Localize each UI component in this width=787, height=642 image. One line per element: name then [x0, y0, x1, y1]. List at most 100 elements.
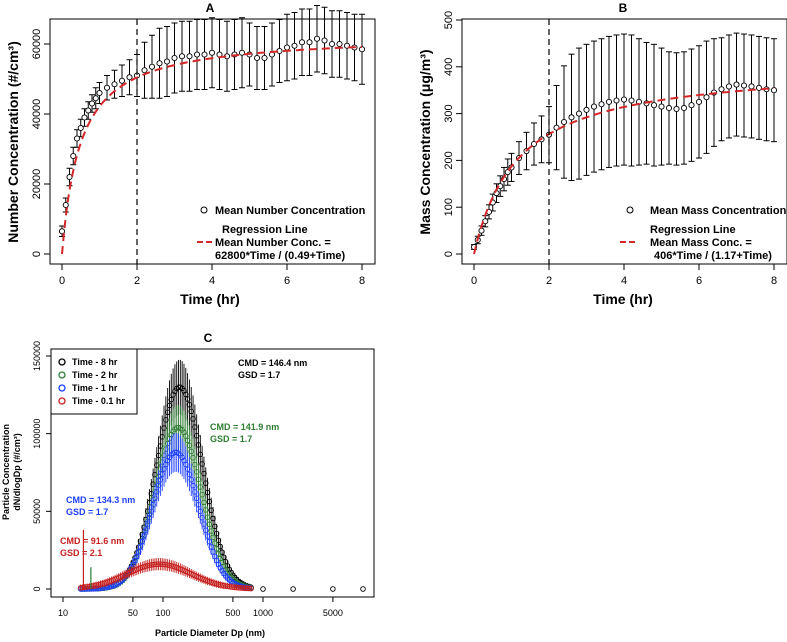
c-point — [237, 585, 243, 591]
c-point — [186, 471, 193, 477]
a-point — [201, 51, 208, 58]
c-point — [161, 466, 167, 472]
c-point — [193, 469, 200, 475]
c-point — [197, 451, 204, 458]
c-point — [161, 425, 167, 431]
panel-b-legend-line-2: 406*Time / (1.17+Time) — [654, 250, 772, 262]
panel-b-legend-line-1: Mean Mass Conc. = — [650, 237, 752, 249]
c-point — [233, 584, 240, 591]
b-point — [688, 102, 695, 109]
c-point — [210, 515, 216, 522]
c-point — [166, 402, 173, 409]
c-point — [208, 544, 214, 550]
a-point — [88, 100, 96, 107]
c-point — [168, 396, 175, 403]
a-ytick-label-3: 60000 — [31, 29, 43, 60]
b-point — [658, 103, 665, 110]
c-point — [206, 538, 213, 545]
c-point — [213, 546, 220, 552]
annot-8hr-gsd: GSD = 1.7 — [238, 370, 280, 380]
panel-b-xlabel: Time (hr) — [593, 291, 653, 307]
c-point — [212, 540, 218, 547]
b-ytick-label-1: 100 — [443, 198, 455, 216]
a-point — [313, 35, 321, 42]
c-ytick-label-3: 150000 — [32, 341, 42, 371]
c-point — [183, 433, 189, 439]
legend-1hr: Time - 1 hr — [72, 383, 118, 393]
annot-2hr-gsd: GSD = 1.7 — [210, 434, 252, 444]
legend-icon-8hr — [58, 358, 66, 366]
c-point — [197, 508, 204, 515]
panel-a: A Time (hr) Number Concentration (#/cm³)… — [5, 1, 376, 307]
c-ytick-label-0: 0 — [32, 586, 42, 591]
b-point — [575, 110, 583, 117]
c-point — [204, 533, 211, 539]
a-point — [141, 67, 148, 74]
panel-c-tail-points — [260, 586, 366, 592]
c-ytick-label-2: 100000 — [32, 419, 42, 449]
c-tail-point — [290, 586, 296, 592]
c-point — [143, 527, 149, 533]
a-ytick-label-2: 40000 — [31, 99, 43, 130]
a-point — [77, 124, 84, 132]
a-point — [126, 74, 133, 81]
b-point — [628, 97, 635, 104]
b-point — [650, 102, 658, 109]
c-point — [172, 449, 178, 456]
c-point — [186, 442, 193, 449]
c-xtick-label-2: 100 — [155, 608, 170, 618]
c-point — [239, 585, 245, 591]
c-point — [204, 514, 211, 520]
c-point — [195, 476, 202, 483]
a-point — [81, 114, 88, 121]
a-point — [186, 53, 193, 60]
a-point — [111, 81, 118, 88]
panel-a-legend-points: Mean Number Concentration — [215, 205, 366, 217]
c-point — [193, 433, 200, 439]
legend-icon-2hr — [58, 371, 66, 379]
a-point — [73, 135, 81, 142]
c-point — [190, 454, 196, 461]
c-point — [183, 391, 189, 398]
panel-c-title: C — [204, 331, 213, 345]
panel-b-legend-line-title: Regression Line — [650, 224, 736, 236]
a-ytick-label-0: 0 — [31, 251, 43, 257]
c-point — [137, 544, 144, 550]
b-point — [695, 98, 703, 105]
c-point — [192, 489, 198, 495]
c-point — [155, 452, 162, 459]
c-point — [144, 521, 151, 527]
a-point — [306, 39, 313, 46]
b-xtick-label-4: 8 — [771, 275, 777, 287]
c-point — [135, 549, 142, 555]
c-point — [201, 499, 207, 506]
annot-0-1hr-gsd: GSD = 2.1 — [60, 548, 102, 558]
b-point — [530, 140, 538, 148]
c-point — [159, 434, 165, 440]
b-ytick-label-5: 500 — [443, 11, 455, 29]
c-point — [184, 396, 191, 402]
b-point — [680, 104, 688, 112]
a-point — [156, 60, 163, 67]
c-point — [215, 551, 222, 557]
c-point — [188, 476, 194, 483]
b-point — [583, 106, 590, 113]
c-point — [199, 491, 205, 498]
c-xtick-label-5: 5000 — [323, 608, 343, 618]
a-point — [321, 37, 328, 44]
c-point — [150, 561, 156, 568]
panel-a-ylabel: Number Concentration (#/cm³) — [5, 41, 21, 242]
panel-a-legend-line-2: 62800*Time / (0.49+Time) — [215, 250, 345, 262]
panel-c-legend: Time - 8 hr Time - 2 hr Time - 1 hr Time… — [50, 348, 138, 415]
panel-a-legend-line-1: Mean Number Conc. = — [215, 237, 331, 249]
a-point — [298, 39, 306, 46]
annot-2hr-cmd: CMD = 141.9 nm — [210, 422, 279, 432]
c-point — [232, 584, 238, 591]
a-point — [193, 51, 201, 58]
c-point — [197, 484, 204, 490]
annot-0-1hr-cmd: CMD = 91.6 nm — [60, 536, 124, 546]
panel-a-title: A — [206, 1, 215, 15]
c-point — [154, 489, 160, 495]
a-xtick-label-4: 8 — [359, 275, 365, 287]
panel-c-series — [77, 359, 254, 592]
